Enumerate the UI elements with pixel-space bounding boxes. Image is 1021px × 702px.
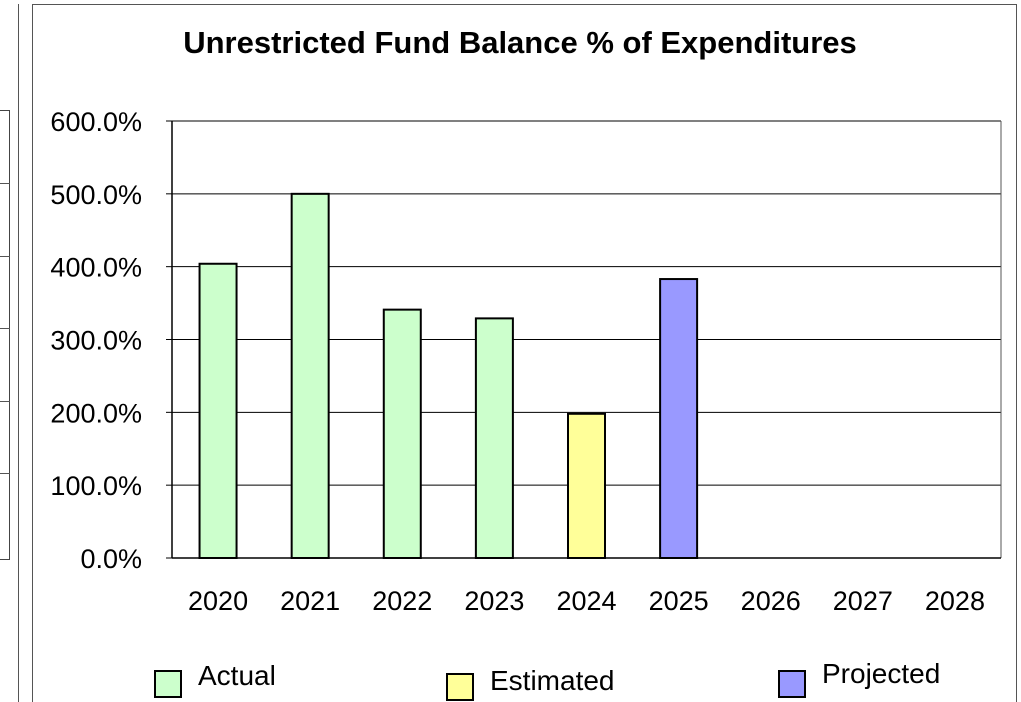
legend-label-estimated: Estimated [490, 665, 615, 696]
adjacent-panel-rule [0, 401, 10, 402]
adjacent-panel-edge [0, 4, 19, 702]
bar-2025 [659, 278, 699, 559]
adjacent-panel-rule [0, 183, 10, 184]
legend-swatch-estimated [446, 673, 474, 701]
bar-2021 [290, 192, 330, 559]
x-tick-label: 2022 [372, 586, 432, 616]
adjacent-panel-rule [0, 473, 10, 474]
y-tick-label: 500.0% [50, 180, 142, 210]
adjacent-panel-rule [0, 328, 10, 329]
legend-item-actual: Actual [154, 660, 276, 698]
x-tick-label: 2025 [649, 586, 709, 616]
y-tick-label: 100.0% [50, 471, 142, 501]
legend-item-estimated: Estimated [446, 665, 615, 701]
legend-label-projected: Projected [822, 658, 941, 689]
x-tick-label: 2023 [464, 586, 524, 616]
x-tick-label: 2028 [925, 586, 985, 616]
x-tick-label: 2026 [741, 586, 801, 616]
y-tick-label: 400.0% [50, 253, 142, 283]
y-tick-label: 0.0% [80, 544, 142, 574]
legend-item-projected: Projected [778, 658, 940, 698]
x-tick-label: 2021 [280, 586, 340, 616]
chart-title: Unrestricted Fund Balance % of Expenditu… [183, 25, 857, 60]
legend-label-actual: Actual [198, 660, 276, 691]
chart-frame [32, 4, 1017, 702]
x-tick-label: 2020 [188, 586, 248, 616]
bar-2024 [567, 412, 606, 560]
x-tick-label: 2027 [833, 586, 893, 616]
y-tick-label: 600.0% [50, 107, 142, 137]
bar-2020 [198, 262, 238, 559]
legend-swatch-actual [154, 670, 182, 698]
x-tick-label: 2024 [556, 586, 616, 616]
legend-swatch-projected [778, 670, 806, 698]
y-tick-label: 200.0% [50, 398, 142, 428]
y-tick-label: 300.0% [50, 326, 142, 356]
bar-2023 [474, 317, 514, 559]
adjacent-panel-rule [0, 256, 10, 257]
adjacent-panel-table [0, 110, 10, 560]
bar-2022 [382, 308, 422, 559]
